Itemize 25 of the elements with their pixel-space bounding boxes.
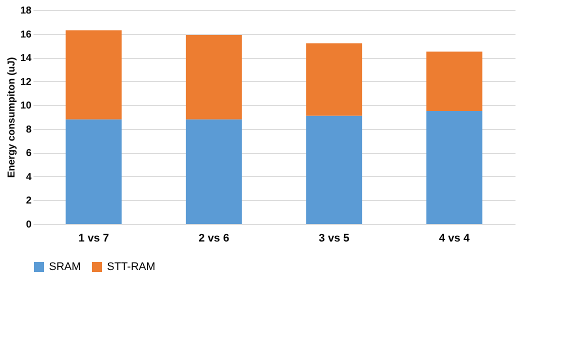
x-tick-label: 2 vs 6 xyxy=(198,232,230,244)
y-axis-title: Energy consumpiton (uJ) xyxy=(6,57,18,178)
y-tick-label: 8 xyxy=(26,124,32,136)
bar xyxy=(306,116,362,224)
bar xyxy=(186,34,242,120)
bar xyxy=(426,111,482,224)
x-tick-label: 1 vs 7 xyxy=(78,232,109,244)
x-tick-label: 3 vs 5 xyxy=(318,232,350,244)
bar xyxy=(66,119,122,224)
bar xyxy=(66,30,122,120)
legend-label: SRAM xyxy=(49,261,81,273)
legend-label: STT-RAM xyxy=(107,261,156,273)
bar xyxy=(426,52,482,112)
y-tick-label: 2 xyxy=(26,196,32,207)
y-tick-label: 4 xyxy=(26,172,32,183)
y-tick-label: 14 xyxy=(20,53,32,64)
y-tick-label: 0 xyxy=(26,220,32,230)
bar xyxy=(186,119,242,224)
y-tick-label: 6 xyxy=(26,148,32,160)
y-tick-label: 10 xyxy=(20,100,32,112)
y-tick-label: 12 xyxy=(20,76,32,88)
bar xyxy=(306,43,362,116)
y-tick-label: 16 xyxy=(20,29,32,40)
x-tick-label: 4 vs 4 xyxy=(439,232,470,244)
y-tick-label: 18 xyxy=(20,6,32,16)
